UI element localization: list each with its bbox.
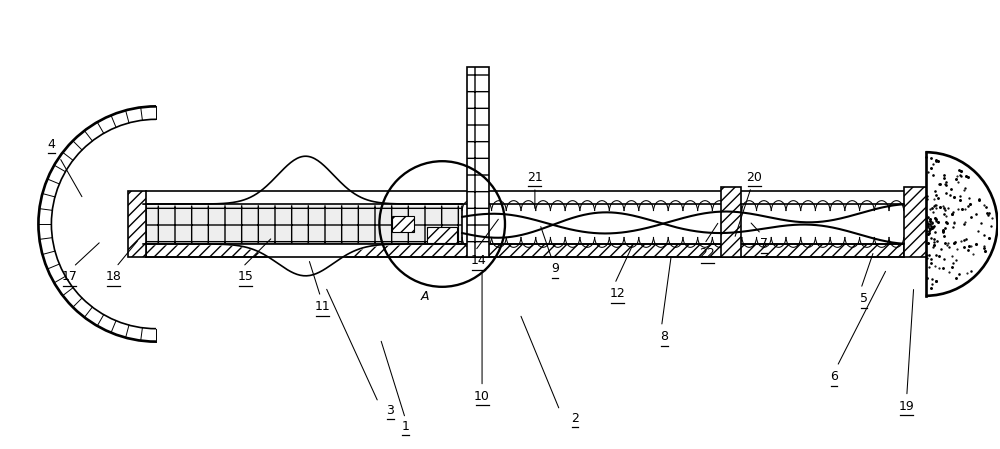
Bar <box>146 244 904 257</box>
Bar <box>904 187 926 257</box>
Bar <box>721 187 741 257</box>
Text: 5: 5 <box>860 292 868 305</box>
Text: 4: 4 <box>47 138 55 151</box>
Text: 8: 8 <box>660 330 668 343</box>
Bar <box>128 191 146 257</box>
Bar <box>392 216 414 232</box>
Bar <box>427 227 457 243</box>
Text: 18: 18 <box>105 270 121 283</box>
Text: 21: 21 <box>527 171 543 184</box>
Text: 20: 20 <box>746 171 762 184</box>
Text: 6: 6 <box>830 370 838 383</box>
Text: 22: 22 <box>699 247 715 260</box>
Text: 14: 14 <box>470 255 486 268</box>
Text: 12: 12 <box>610 287 626 300</box>
Text: 19: 19 <box>899 400 915 413</box>
Text: 7: 7 <box>760 238 768 251</box>
Text: 10: 10 <box>474 390 490 403</box>
Bar <box>467 67 489 257</box>
Text: 3: 3 <box>386 404 394 417</box>
Text: 11: 11 <box>315 300 330 313</box>
Text: 9: 9 <box>551 262 559 275</box>
Text: A: A <box>421 290 429 303</box>
Text: 15: 15 <box>238 270 254 283</box>
Bar <box>146 204 462 244</box>
Text: 2: 2 <box>571 412 579 425</box>
Text: 1: 1 <box>401 420 409 433</box>
Text: 17: 17 <box>61 270 77 283</box>
